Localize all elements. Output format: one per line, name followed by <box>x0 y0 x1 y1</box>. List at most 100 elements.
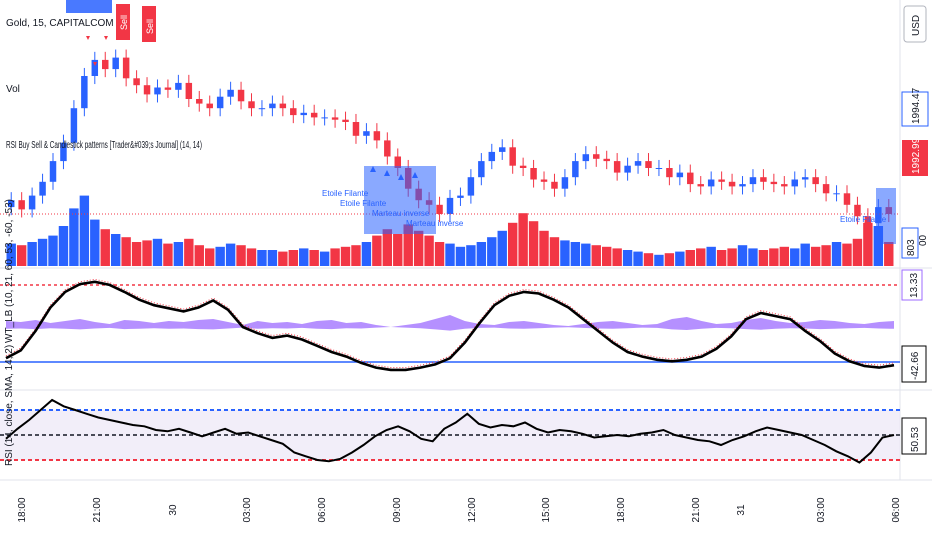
volume-bar <box>570 242 581 266</box>
time-tick-label: 21:00 <box>92 497 103 522</box>
volume-bar <box>476 242 487 266</box>
candle <box>216 96 224 109</box>
volume-bar <box>466 245 476 266</box>
time-tick-label: 31 <box>736 504 747 516</box>
volume-bar <box>633 251 643 266</box>
volume-bar <box>142 240 152 266</box>
candle <box>321 117 328 119</box>
wt-value-tag <box>901 345 927 383</box>
volume-bar <box>173 242 184 266</box>
rsi-line <box>5 398 895 464</box>
volume-bar <box>831 242 842 266</box>
time-tick-label: 03:00 <box>816 497 827 522</box>
time-tick-label: 06:00 <box>891 497 902 522</box>
candle <box>436 204 443 214</box>
candle <box>572 161 579 178</box>
indicator-label[interactable]: RSI Buy Sell & Candlestick patterns [Tra… <box>6 140 202 151</box>
wt-level-lower: -42.66 <box>910 351 921 380</box>
candle <box>112 57 119 70</box>
volume-bar <box>622 250 633 266</box>
candle <box>81 76 88 109</box>
sell-signal: Sell <box>142 6 156 42</box>
candle <box>718 179 725 182</box>
volume-bar <box>842 243 852 266</box>
volume-bar <box>309 250 319 266</box>
time-tick-label: 21:00 <box>691 497 702 522</box>
candle <box>310 112 318 118</box>
volume-bar <box>790 248 800 266</box>
candle <box>593 154 600 159</box>
symbol-label[interactable]: Gold, 15, CAPITALCOM <box>6 18 114 29</box>
volume-bar <box>507 222 518 266</box>
candle <box>509 147 516 166</box>
candle <box>467 177 475 196</box>
candle <box>687 172 694 185</box>
volume-bar <box>581 243 591 266</box>
volume-bar <box>654 254 664 266</box>
volume-bar <box>602 246 612 266</box>
candle <box>49 161 57 182</box>
candle <box>498 147 506 152</box>
volume-bar <box>403 224 413 266</box>
volume-bar <box>727 248 737 266</box>
candle <box>279 103 287 109</box>
candle <box>143 85 151 95</box>
candle <box>551 181 558 189</box>
candle <box>603 158 610 162</box>
price-tag-last: 1992.99 <box>911 137 922 174</box>
volume-bar <box>884 242 894 266</box>
volume-bar <box>351 245 361 266</box>
time-tick-label: 03:00 <box>242 497 253 522</box>
volume-bar <box>393 234 403 266</box>
candle <box>676 172 684 178</box>
candle <box>728 181 736 187</box>
candle <box>331 117 339 120</box>
candle <box>91 59 99 76</box>
volume-bar <box>810 246 821 266</box>
volume-bar <box>152 238 163 266</box>
wt-level-upper: 13.33 <box>909 273 920 298</box>
volume-tag-suffix: 00 <box>918 234 929 246</box>
time-tick-label: 06:00 <box>317 497 328 522</box>
price-axis[interactable]: USD 1994.47 1992.99 803 00 <box>901 5 929 259</box>
candle <box>102 59 109 70</box>
volume-bar <box>205 248 215 266</box>
volume-bar <box>79 195 90 266</box>
candle <box>39 181 46 196</box>
volume-bar <box>90 219 100 266</box>
volume-label[interactable]: Vol <box>6 84 20 95</box>
volume-bar <box>48 235 58 266</box>
candle <box>530 168 537 180</box>
rsi-label[interactable]: RSI (14, close, SMA, 14, 2) <box>4 345 15 466</box>
volume-bar <box>528 221 539 266</box>
currency-label: USD <box>911 15 922 36</box>
annotation-label: Marteau inverse <box>372 209 430 218</box>
volume-bar <box>236 245 246 266</box>
time-tick-label: 15:00 <box>541 497 552 522</box>
wt-label[interactable]: WT_LB (10, 21, 60, 53, -60, -53) <box>4 199 15 343</box>
time-axis[interactable]: 18:00 21:00 30 03:00 06:00 09:00 12:00 15:00 18:… <box>17 497 902 522</box>
pattern-marker <box>66 0 112 66</box>
volume-bar <box>549 237 560 266</box>
volume-bar <box>800 243 810 266</box>
candle <box>843 193 851 205</box>
candle <box>864 216 872 224</box>
volume-bar <box>69 208 79 266</box>
time-tick-label: 18:00 <box>17 497 28 522</box>
candle <box>707 179 715 187</box>
rsi-panel <box>0 398 900 464</box>
candle <box>300 112 307 116</box>
volume-tag: 803 <box>906 239 917 256</box>
candle <box>519 165 527 168</box>
volume-bar <box>278 251 288 266</box>
sell-signal: Sell <box>116 4 130 40</box>
candle <box>363 131 370 136</box>
volume-bar <box>121 237 131 266</box>
annotation-label: Etoile Filante <box>840 215 887 224</box>
time-tick-label: 18:00 <box>616 497 627 522</box>
volume-bar <box>737 245 748 266</box>
candle <box>18 200 25 210</box>
volume-bar <box>163 243 173 266</box>
volume-bar <box>497 230 507 266</box>
